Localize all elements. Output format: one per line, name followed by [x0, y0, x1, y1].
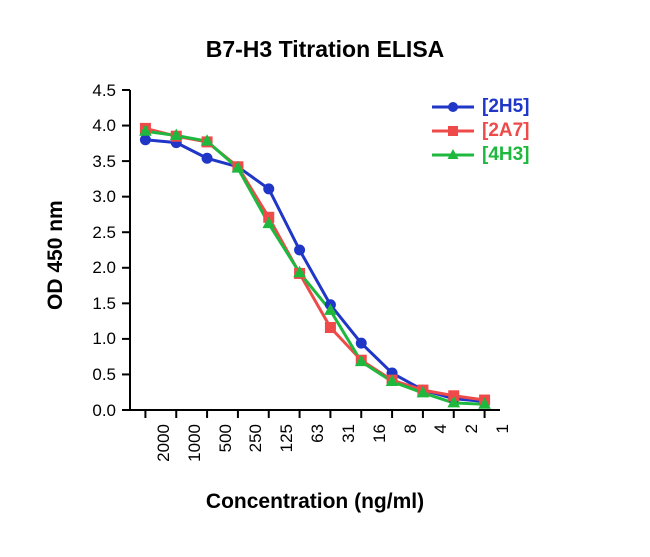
legend-label: [2H5] — [482, 96, 530, 118]
chart-container: B7-H3 Titration ELISA OD 450 nm Concentr… — [0, 0, 650, 557]
legend: [2H5][2A7][4H3] — [430, 96, 530, 168]
legend-marker — [430, 122, 476, 140]
legend-item: [2H5] — [430, 96, 530, 118]
x-tick-label: 2000 — [154, 424, 174, 484]
x-tick-label: 4 — [431, 424, 451, 484]
legend-label: [2A7] — [482, 120, 530, 142]
y-tick-label: 3.5 — [78, 152, 116, 172]
x-tick-label: 31 — [339, 424, 359, 484]
y-tick-label: 1.5 — [78, 294, 116, 314]
x-tick-label: 63 — [308, 424, 328, 484]
x-tick-label: 1 — [493, 424, 513, 484]
legend-item: [4H3] — [430, 144, 530, 166]
x-tick-label: 500 — [216, 424, 236, 484]
y-tick-label: 0.0 — [78, 401, 116, 421]
x-tick-label: 16 — [370, 424, 390, 484]
legend-label: [4H3] — [482, 144, 530, 166]
y-tick-label: 0.5 — [78, 365, 116, 385]
legend-marker — [430, 146, 476, 164]
y-tick-label: 4.0 — [78, 116, 116, 136]
x-tick-label: 250 — [246, 424, 266, 484]
legend-item: [2A7] — [430, 120, 530, 142]
x-tick-label: 8 — [401, 424, 421, 484]
x-tick-label: 125 — [277, 424, 297, 484]
y-tick-label: 3.0 — [78, 187, 116, 207]
y-tick-label: 4.5 — [78, 81, 116, 101]
x-tick-label: 2 — [462, 424, 482, 484]
x-tick-label: 1000 — [185, 424, 205, 484]
legend-marker — [430, 98, 476, 116]
y-tick-label: 2.0 — [78, 258, 116, 278]
y-tick-label: 1.0 — [78, 329, 116, 349]
y-tick-label: 2.5 — [78, 223, 116, 243]
